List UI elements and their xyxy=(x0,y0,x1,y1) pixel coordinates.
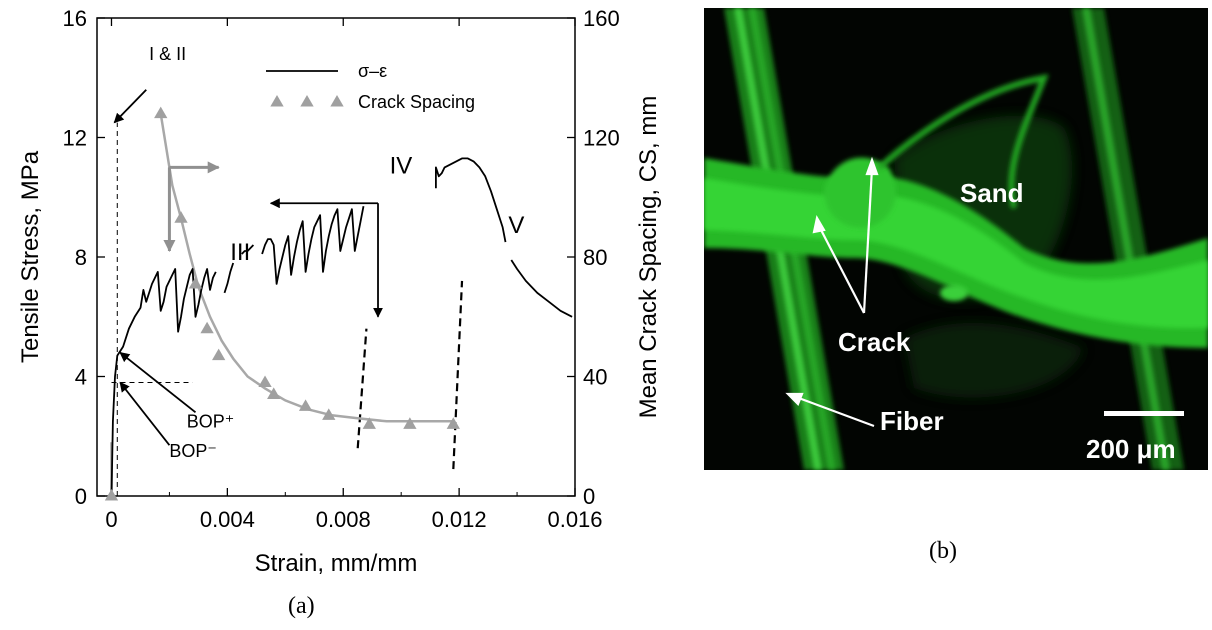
caption-a: (a) xyxy=(288,593,315,619)
x-tick-label: 0.008 xyxy=(316,507,371,532)
annotation-arrow xyxy=(113,89,147,124)
x-tick-label: 0.012 xyxy=(432,507,487,532)
y-left-tick-label: 8 xyxy=(75,245,87,270)
annotation-arrow xyxy=(119,351,197,414)
y-right-tick-label: 160 xyxy=(583,6,620,31)
y-left-tick-label: 4 xyxy=(75,365,87,390)
stress-strain-segment xyxy=(241,244,255,255)
dashed-guide xyxy=(356,328,368,449)
x-tick-label: 0.016 xyxy=(547,507,602,532)
crack-spacing-point xyxy=(200,321,214,334)
annotation-label: BOP⁺ xyxy=(187,411,235,431)
plot-frame xyxy=(96,17,576,497)
crack-spacing-point xyxy=(212,348,226,361)
y-left-tick-label: 16 xyxy=(63,6,87,31)
micrograph-image xyxy=(704,8,1208,470)
crack-spacing-point xyxy=(104,489,119,501)
legend-triangle-marker xyxy=(300,95,314,107)
label-crack: Crack xyxy=(838,327,911,357)
x-axis-label: Strain, mm/mm xyxy=(255,550,418,577)
annotation-arrow xyxy=(119,381,171,446)
annotation-label: III xyxy=(230,239,250,266)
crack-spacing-point xyxy=(298,399,313,411)
label-scale: 200 μm xyxy=(1086,434,1176,464)
chart-a: 0 0.004 0.008 0.012 0.016048121604080120160S… xyxy=(17,6,662,577)
micrograph-panel: Sand Crack Fiber 200 μm xyxy=(704,8,1208,470)
legend-triangle-marker xyxy=(270,95,284,107)
y-left-tick-label: 12 xyxy=(63,126,87,151)
label-sand: Sand xyxy=(960,178,1024,208)
crack-spacing-point xyxy=(267,387,281,399)
dashed-guide xyxy=(452,280,464,470)
crack-spacing-point xyxy=(258,375,272,388)
crack-spacing-point xyxy=(188,276,203,289)
y-right-tick-label: 80 xyxy=(583,245,607,270)
crack-lobe xyxy=(824,157,896,228)
crack-spacing-point xyxy=(174,211,188,223)
legend-label: Crack Spacing xyxy=(358,92,475,112)
photo-arrows xyxy=(785,156,879,428)
caption-b: (b) xyxy=(929,538,957,564)
y-right-tick-label: 0 xyxy=(583,484,595,509)
x-tick-label: 0 xyxy=(105,507,117,532)
stress-strain-segment xyxy=(223,262,235,294)
crack-spacing-point xyxy=(403,417,417,429)
legend-label: σ–ε xyxy=(358,61,387,81)
crack-spacing-point xyxy=(154,106,168,119)
legend-triangle-marker xyxy=(330,95,344,107)
crack-spacing-point xyxy=(362,417,376,429)
annotation-label: I & II xyxy=(149,44,186,64)
y-left-tick-label: 0 xyxy=(75,484,87,509)
sand-grain-lower xyxy=(904,322,1084,398)
crack-spacing-point xyxy=(446,417,460,429)
y-left-axis-label: Tensile Stress, MPa xyxy=(17,150,44,363)
crack-spacing-point xyxy=(322,408,336,420)
stress-strain-segment xyxy=(510,259,573,318)
y-right-tick-label: 120 xyxy=(583,126,620,151)
y-right-tick-label: 40 xyxy=(583,365,607,390)
annotation-label: V xyxy=(508,212,524,239)
crack-spacing-fit xyxy=(159,113,454,423)
stress-strain-segment xyxy=(261,206,365,285)
stress-strain-segment xyxy=(435,157,507,243)
annotation-label: BOP⁻ xyxy=(169,441,217,461)
label-fiber: Fiber xyxy=(880,406,944,436)
x-tick-label: 0.004 xyxy=(200,507,255,532)
scale-bar xyxy=(1104,411,1184,416)
stress-strain-segment xyxy=(110,268,217,497)
y-right-axis-label: Mean Crack Spacing, CS, mm xyxy=(635,96,662,419)
annotation-label: IV xyxy=(390,152,413,179)
